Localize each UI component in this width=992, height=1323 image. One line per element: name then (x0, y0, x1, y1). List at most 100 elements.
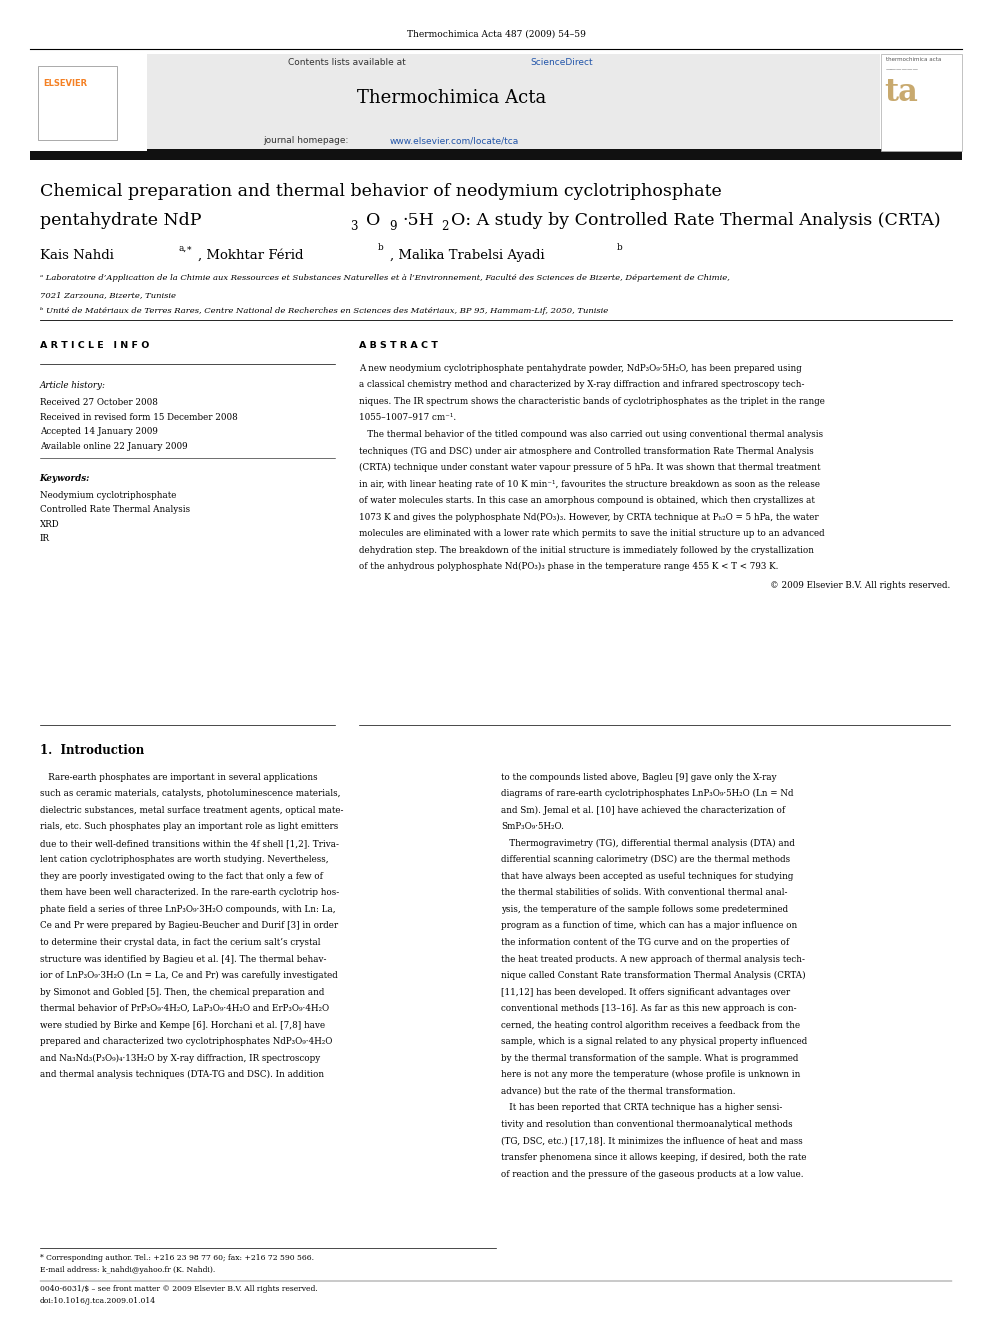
Text: prepared and characterized two cyclotriphosphates NdP₃O₉·4H₂O: prepared and characterized two cyclotrip… (40, 1037, 332, 1046)
Text: O: O (366, 212, 380, 229)
Text: here is not any more the temperature (whose profile is unknown in: here is not any more the temperature (wh… (501, 1070, 801, 1080)
Bar (30, 149, 962, 160)
Text: pentahydrate NdP: pentahydrate NdP (40, 212, 201, 229)
Text: 1073 K and gives the polyphosphate Nd(PO₃)₃. However, by CRTA technique at Pₕ₂O : 1073 K and gives the polyphosphate Nd(PO… (359, 513, 818, 521)
Text: 2: 2 (441, 220, 448, 233)
Text: they are poorly investigated owing to the fact that only a few of: they are poorly investigated owing to th… (40, 872, 322, 881)
Text: b: b (617, 243, 623, 253)
Text: molecules are eliminated with a lower rate which permits to save the initial str: molecules are eliminated with a lower ra… (359, 529, 824, 538)
Text: due to their well-defined transitions within the 4f shell [1,2]. Triva-: due to their well-defined transitions wi… (40, 839, 338, 848)
Text: them have been well characterized. In the rare-earth cyclotrip hos-: them have been well characterized. In th… (40, 889, 339, 897)
Text: by Simonot and Gobled [5]. Then, the chemical preparation and: by Simonot and Gobled [5]. Then, the che… (40, 987, 324, 996)
Text: 1.  Introduction: 1. Introduction (40, 744, 144, 757)
Text: Keywords:: Keywords: (40, 474, 90, 483)
Bar (30, 54, 147, 151)
Text: 9: 9 (389, 220, 397, 233)
Text: were studied by Birke and Kempe [6]. Horchani et al. [7,8] have: were studied by Birke and Kempe [6]. Hor… (40, 1021, 324, 1029)
Text: XRD: XRD (40, 520, 60, 529)
Text: ysis, the temperature of the sample follows some predetermined: ysis, the temperature of the sample foll… (501, 905, 788, 914)
Text: Contents lists available at: Contents lists available at (288, 58, 409, 67)
Text: © 2009 Elsevier B.V. All rights reserved.: © 2009 Elsevier B.V. All rights reserved… (770, 582, 950, 590)
Text: journal homepage:: journal homepage: (263, 136, 351, 146)
Text: 3: 3 (350, 220, 358, 233)
Text: E-mail address: k_nahdi@yahoo.fr (K. Nahdi).: E-mail address: k_nahdi@yahoo.fr (K. Nah… (40, 1266, 215, 1274)
Text: niques. The IR spectrum shows the characteristic bands of cyclotriphosphates as : niques. The IR spectrum shows the charac… (359, 397, 825, 406)
Text: www.elsevier.com/locate/tca: www.elsevier.com/locate/tca (390, 136, 519, 146)
Text: Controlled Rate Thermal Analysis: Controlled Rate Thermal Analysis (40, 505, 189, 515)
Text: a classical chemistry method and characterized by X-ray diffraction and infrared: a classical chemistry method and charact… (359, 381, 805, 389)
Text: and thermal analysis techniques (DTA-TG and DSC). In addition: and thermal analysis techniques (DTA-TG … (40, 1070, 323, 1080)
Text: SmP₃O₉·5H₂O.: SmP₃O₉·5H₂O. (501, 823, 563, 831)
Text: to determine their crystal data, in fact the cerium salt’s crystal: to determine their crystal data, in fact… (40, 938, 320, 947)
Text: program as a function of time, which can has a major influence on: program as a function of time, which can… (501, 921, 798, 930)
Text: * Corresponding author. Tel.: +216 23 98 77 60; fax: +216 72 590 566.: * Corresponding author. Tel.: +216 23 98… (40, 1254, 313, 1262)
Text: Chemical preparation and thermal behavior of neodymium cyclotriphosphate: Chemical preparation and thermal behavio… (40, 183, 721, 200)
Text: ᵇ Unité de Matériaux de Terres Rares, Centre National de Recherches en Sciences : ᵇ Unité de Matériaux de Terres Rares, Ce… (40, 307, 608, 315)
Text: b: b (378, 243, 384, 253)
Text: transfer phenomena since it allows keeping, if desired, both the rate: transfer phenomena since it allows keepi… (501, 1154, 806, 1162)
Text: in air, with linear heating rate of 10 K min⁻¹, favourites the structure breakdo: in air, with linear heating rate of 10 K… (359, 480, 820, 488)
Text: , Mokhtar Férid: , Mokhtar Férid (198, 249, 309, 262)
Text: O: A study by Controlled Rate Thermal Analysis (CRTA): O: A study by Controlled Rate Thermal An… (451, 212, 941, 229)
Text: ta: ta (884, 77, 918, 107)
Text: such as ceramic materials, catalysts, photoluminescence materials,: such as ceramic materials, catalysts, ph… (40, 789, 340, 798)
Text: of the anhydrous polyphosphate Nd(PO₃)₃ phase in the temperature range 455 K < T: of the anhydrous polyphosphate Nd(PO₃)₃ … (359, 562, 779, 572)
Text: thermal behavior of PrP₃O₉·4H₂O, LaP₃O₉·4H₂O and ErP₃O₉·4H₂O: thermal behavior of PrP₃O₉·4H₂O, LaP₃O₉·… (40, 1004, 328, 1013)
Bar (881, 54, 962, 151)
Text: Received in revised form 15 December 2008: Received in revised form 15 December 200… (40, 413, 237, 422)
Text: dehydration step. The breakdown of the initial structure is immediately followed: dehydration step. The breakdown of the i… (359, 546, 814, 554)
Text: thermochimica acta: thermochimica acta (886, 57, 941, 62)
Text: conventional methods [13–16]. As far as this new approach is con-: conventional methods [13–16]. As far as … (501, 1004, 797, 1013)
Text: a,∗: a,∗ (179, 243, 192, 253)
Text: The thermal behavior of the titled compound was also carried out using conventio: The thermal behavior of the titled compo… (359, 430, 823, 439)
Text: lent cation cyclotriphosphates are worth studying. Nevertheless,: lent cation cyclotriphosphates are worth… (40, 856, 328, 864)
Text: It has been reported that CRTA technique has a higher sensi-: It has been reported that CRTA technique… (501, 1103, 783, 1113)
Text: to the compounds listed above, Bagleu [9] gave only the X-ray: to the compounds listed above, Bagleu [9… (501, 773, 777, 782)
Text: A B S T R A C T: A B S T R A C T (359, 341, 438, 351)
Text: (TG, DSC, etc.) [17,18]. It minimizes the influence of heat and mass: (TG, DSC, etc.) [17,18]. It minimizes th… (501, 1136, 803, 1146)
Text: doi:10.1016/j.tca.2009.01.014: doi:10.1016/j.tca.2009.01.014 (40, 1297, 156, 1304)
Text: 7021 Zarzouna, Bizerte, Tunisie: 7021 Zarzouna, Bizerte, Tunisie (40, 291, 176, 299)
Text: differential scanning calorimetry (DSC) are the thermal methods: differential scanning calorimetry (DSC) … (501, 856, 790, 864)
Text: ——————: —————— (886, 67, 919, 73)
Text: Received 27 October 2008: Received 27 October 2008 (40, 398, 158, 407)
Text: 0040-6031/$ – see front matter © 2009 Elsevier B.V. All rights reserved.: 0040-6031/$ – see front matter © 2009 El… (40, 1285, 317, 1293)
Text: 1055–1007–917 cm⁻¹.: 1055–1007–917 cm⁻¹. (359, 413, 456, 422)
Bar (38, 66, 117, 140)
Text: phate field a series of three LnP₃O₉·3H₂O compounds, with Ln: La,: phate field a series of three LnP₃O₉·3H₂… (40, 905, 335, 914)
Text: ᵃ Laboratoire d’Application de la Chimie aux Ressources et Substances Naturelles: ᵃ Laboratoire d’Application de la Chimie… (40, 274, 729, 282)
Text: structure was identified by Bagieu et al. [4]. The thermal behav-: structure was identified by Bagieu et al… (40, 955, 326, 963)
Text: IR: IR (40, 534, 50, 544)
Text: rials, etc. Such phosphates play an important role as light emitters: rials, etc. Such phosphates play an impo… (40, 823, 338, 831)
Text: Kais Nahdi: Kais Nahdi (40, 249, 118, 262)
Text: ·5H: ·5H (403, 212, 434, 229)
Text: tivity and resolution than conventional thermoanalytical methods: tivity and resolution than conventional … (501, 1119, 793, 1129)
Text: the heat treated products. A new approach of thermal analysis tech-: the heat treated products. A new approac… (501, 955, 805, 963)
Text: Rare-earth phosphates are important in several applications: Rare-earth phosphates are important in s… (40, 773, 317, 782)
Text: [11,12] has been developed. It offers significant advantages over: [11,12] has been developed. It offers si… (501, 987, 790, 996)
Text: A R T I C L E   I N F O: A R T I C L E I N F O (40, 341, 149, 351)
Text: techniques (TG and DSC) under air atmosphere and Controlled transformation Rate : techniques (TG and DSC) under air atmosp… (359, 447, 813, 455)
Text: Accepted 14 January 2009: Accepted 14 January 2009 (40, 427, 158, 437)
Text: Article history:: Article history: (40, 381, 106, 390)
Text: nique called Constant Rate transformation Thermal Analysis (CRTA): nique called Constant Rate transformatio… (501, 971, 806, 980)
Text: the thermal stabilities of solids. With conventional thermal anal-: the thermal stabilities of solids. With … (501, 889, 788, 897)
Text: A new neodymium cyclotriphosphate pentahydrate powder, NdP₃O₉·5H₂O, has been pre: A new neodymium cyclotriphosphate pentah… (359, 364, 802, 373)
Text: diagrams of rare-earth cyclotriphosphates LnP₃O₉·5H₂O (Ln = Nd: diagrams of rare-earth cyclotriphosphate… (501, 789, 794, 798)
Text: that have always been accepted as useful techniques for studying: that have always been accepted as useful… (501, 872, 794, 881)
Text: Thermogravimetry (TG), differential thermal analysis (DTA) and: Thermogravimetry (TG), differential ther… (501, 839, 795, 848)
Text: Neodymium cyclotriphosphate: Neodymium cyclotriphosphate (40, 491, 176, 500)
Text: dielectric substances, metal surface treatment agents, optical mate-: dielectric substances, metal surface tre… (40, 806, 343, 815)
Text: and Sm). Jemal et al. [10] have achieved the characterization of: and Sm). Jemal et al. [10] have achieved… (501, 806, 785, 815)
Text: cerned, the heating control algorithm receives a feedback from the: cerned, the heating control algorithm re… (501, 1021, 801, 1029)
Text: by the thermal transformation of the sample. What is programmed: by the thermal transformation of the sam… (501, 1053, 799, 1062)
Bar (30, 54, 880, 151)
Text: advance) but the rate of the thermal transformation.: advance) but the rate of the thermal tra… (501, 1088, 735, 1095)
Text: Thermochimica Acta: Thermochimica Acta (357, 89, 546, 107)
Text: and Na₃Nd₃(P₃O₉)₄·13H₂O by X-ray diffraction, IR spectroscopy: and Na₃Nd₃(P₃O₉)₄·13H₂O by X-ray diffrac… (40, 1053, 320, 1062)
Text: Thermochimica Acta 487 (2009) 54–59: Thermochimica Acta 487 (2009) 54–59 (407, 29, 585, 38)
Text: , Malika Trabelsi Ayadi: , Malika Trabelsi Ayadi (390, 249, 549, 262)
Text: the information content of the TG curve and on the properties of: the information content of the TG curve … (501, 938, 789, 947)
Text: ior of LnP₃O₉·3H₂O (Ln = La, Ce and Pr) was carefully investigated: ior of LnP₃O₉·3H₂O (Ln = La, Ce and Pr) … (40, 971, 337, 980)
Text: of reaction and the pressure of the gaseous products at a low value.: of reaction and the pressure of the gase… (501, 1170, 804, 1179)
